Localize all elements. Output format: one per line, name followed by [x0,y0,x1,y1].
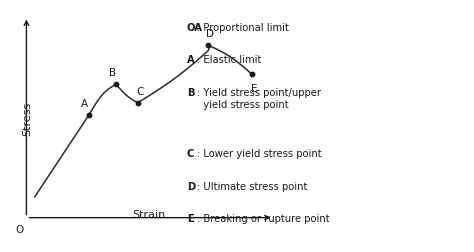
Text: E: E [251,84,257,94]
Text: : Yield stress point/upper
  yield stress point: : Yield stress point/upper yield stress … [197,88,321,110]
Text: C: C [187,149,194,160]
Text: Stress: Stress [22,102,32,136]
Text: D: D [206,29,214,39]
Text: A: A [81,99,88,109]
Text: D: D [187,182,195,192]
Text: C: C [136,87,144,97]
Text: B: B [187,88,194,98]
Text: : Ultimate stress point: : Ultimate stress point [197,182,308,192]
Text: OA: OA [187,23,203,33]
Text: : Lower yield stress point: : Lower yield stress point [197,149,322,160]
Text: : Breaking or rupture point: : Breaking or rupture point [197,214,330,224]
Text: : Proportional limit: : Proportional limit [197,23,289,33]
Text: Strain: Strain [132,210,165,219]
Text: : Elastic limit: : Elastic limit [197,55,262,66]
Text: B: B [109,68,116,78]
Text: E: E [187,214,193,224]
Text: A: A [187,55,194,66]
Text: O: O [16,225,24,235]
